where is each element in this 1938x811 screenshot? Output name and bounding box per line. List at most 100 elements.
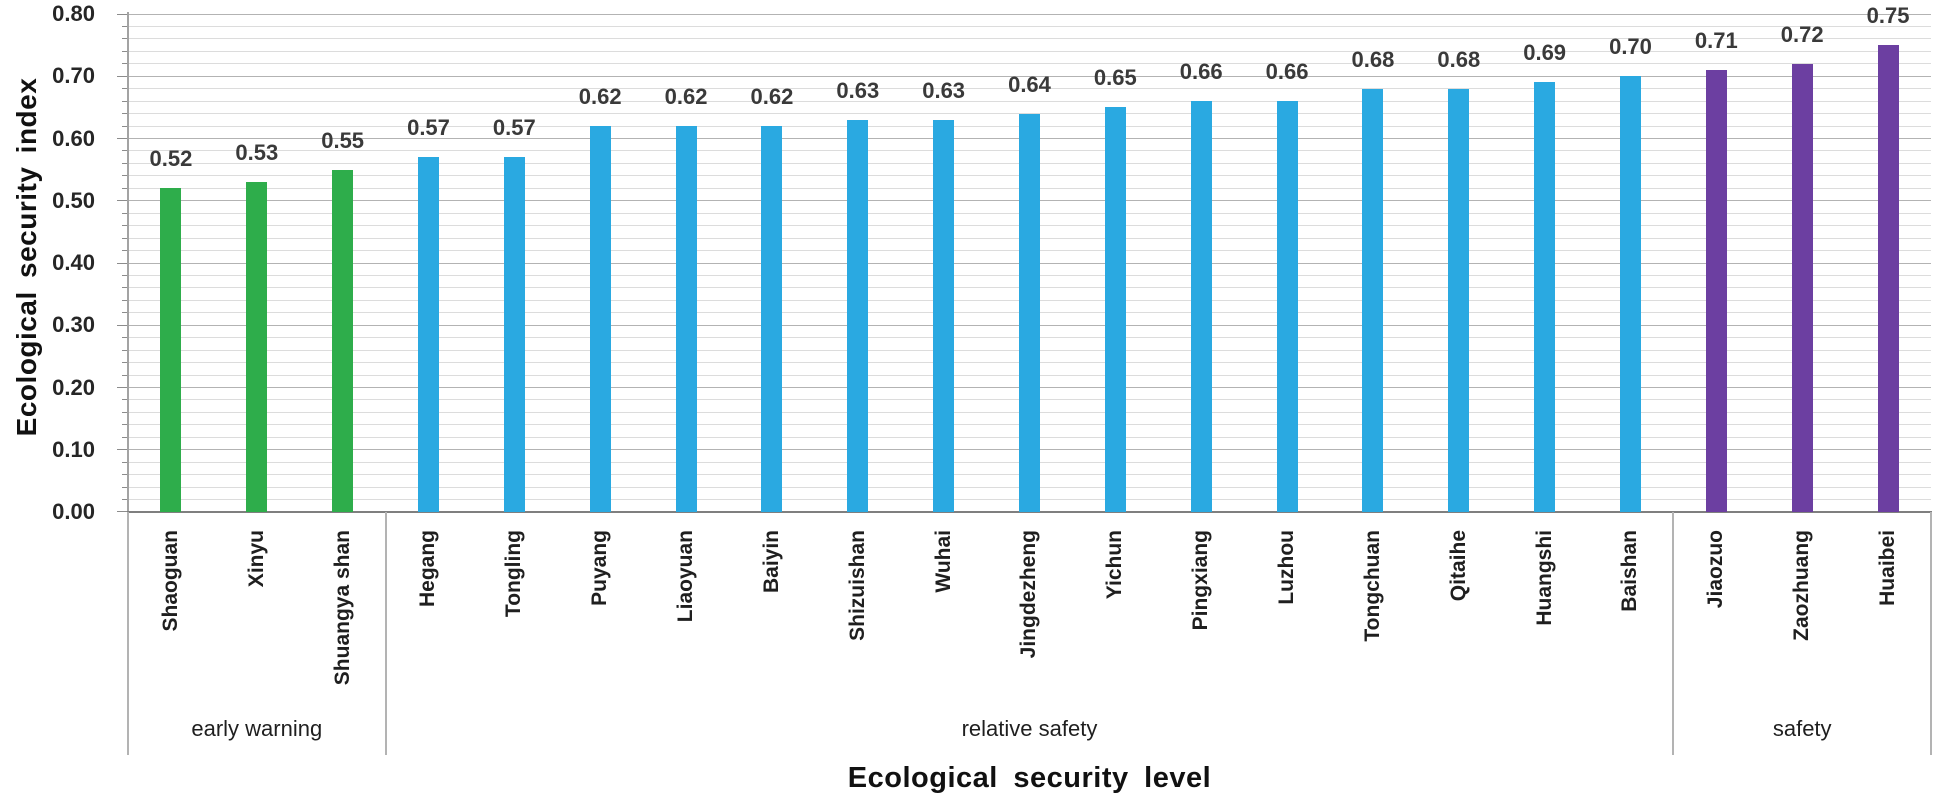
- city-label-slot: Puyang: [557, 530, 643, 710]
- bar-shaoguan: [160, 188, 182, 512]
- minor-tick: [122, 362, 127, 364]
- minor-tick: [122, 399, 127, 401]
- group-label: safety: [1772, 716, 1832, 741]
- bar-wuhai: [933, 119, 955, 512]
- city-label-slot: Yichun: [1072, 530, 1158, 710]
- minor-tick: [122, 499, 127, 501]
- city-label-slot: Huaibei: [1845, 530, 1931, 710]
- bar-value-label: 0.71: [1694, 28, 1738, 54]
- major-tick: [117, 138, 127, 139]
- bar-jingdezheng: [1019, 113, 1040, 512]
- bar-luzhou: [1276, 101, 1298, 512]
- bar-value-label: 0.55: [321, 127, 365, 153]
- bar-baishan: [1620, 76, 1641, 512]
- major-gridline: [128, 13, 1931, 15]
- bar-value-label: 0.57: [407, 115, 450, 141]
- minor-tick: [122, 486, 127, 488]
- minor-tick: [122, 461, 127, 463]
- city-label-slot: Shuangya shan: [300, 530, 386, 710]
- bar-pingxiang: [1190, 101, 1212, 512]
- bar-value-label: 0.66: [1265, 59, 1309, 85]
- minor-tick: [122, 337, 127, 339]
- bar-baiyin: [761, 126, 783, 512]
- minor-tick: [122, 187, 127, 189]
- city-label: Zaozhuang: [1790, 530, 1814, 641]
- major-tick: [117, 387, 127, 388]
- city-label-slot: Shaoguan: [128, 530, 214, 710]
- minor-tick: [122, 212, 127, 214]
- minor-tick: [122, 237, 127, 239]
- minor-tick: [122, 250, 127, 252]
- minor-tick: [122, 38, 127, 40]
- bar-tongchuan: [1362, 88, 1384, 512]
- city-label: Baiyin: [759, 530, 783, 594]
- group-divider: [384, 512, 387, 755]
- city-label-slot: Liaoyuan: [643, 530, 729, 710]
- minor-tick: [122, 100, 127, 102]
- city-label: Shizuishan: [845, 530, 869, 641]
- city-label-slot: Hegang: [386, 530, 472, 710]
- minor-gridline: [128, 38, 1931, 40]
- city-label: Pingxiang: [1189, 530, 1213, 631]
- bar-zaozhuang: [1791, 63, 1813, 512]
- group-divider: [1672, 512, 1675, 755]
- minor-tick: [122, 349, 127, 351]
- minor-gridline: [128, 100, 1931, 102]
- group-divider: [127, 512, 129, 755]
- major-gridline: [128, 75, 1931, 77]
- y-tick-label: 0.20: [52, 374, 95, 400]
- bar-value-label: 0.66: [1179, 59, 1223, 85]
- major-tick: [117, 262, 127, 264]
- bar-value-label: 0.75: [1866, 3, 1910, 29]
- bar-huaibei: [1877, 45, 1899, 512]
- y-tick-label: 0.00: [52, 499, 95, 524]
- minor-tick: [122, 150, 127, 152]
- bar-value-label: 0.69: [1523, 40, 1567, 66]
- minor-tick: [122, 411, 127, 413]
- y-tick-label: 0.40: [52, 250, 95, 275]
- minor-tick: [122, 274, 127, 276]
- minor-gridline: [128, 25, 1931, 27]
- city-label-slot: Luzhou: [1244, 530, 1330, 710]
- major-tick: [117, 324, 127, 326]
- bar-value-label: 0.64: [1008, 71, 1051, 97]
- bar-jiaozuo: [1705, 70, 1727, 512]
- city-label-slot: Jiaozuo: [1673, 530, 1759, 710]
- minor-tick: [122, 436, 127, 438]
- minor-tick: [122, 25, 127, 27]
- city-label-slot: Qitaihe: [1416, 530, 1502, 710]
- bar-value-label: 0.68: [1351, 46, 1395, 72]
- city-label: Wuhai: [931, 530, 955, 593]
- bar-liaoyuan: [675, 126, 697, 512]
- city-label-slot: Baiyin: [729, 530, 815, 710]
- bar-puyang: [589, 126, 611, 512]
- city-label: Tongling: [502, 530, 526, 618]
- minor-gridline: [128, 50, 1931, 52]
- city-label-slot: Jingdezheng: [987, 530, 1073, 710]
- bar-xinyu: [246, 182, 268, 512]
- city-label-slot: Zaozhuang: [1759, 530, 1845, 710]
- minor-tick: [122, 162, 127, 164]
- bar-yichun: [1104, 107, 1126, 512]
- major-tick: [117, 75, 127, 77]
- minor-tick: [122, 312, 127, 314]
- minor-tick: [122, 474, 127, 476]
- y-tick-label: 0.70: [52, 63, 95, 89]
- bar-value-label: 0.62: [578, 84, 622, 110]
- y-tick-label: 0.80: [52, 1, 95, 26]
- city-label-slot: Tongling: [471, 530, 557, 710]
- group-divider: [1930, 512, 1932, 755]
- y-tick-label: 0.10: [52, 436, 95, 462]
- bar-value-label: 0.68: [1437, 46, 1481, 72]
- bar-value-label: 0.57: [492, 115, 536, 141]
- minor-tick: [122, 63, 127, 65]
- city-label-slot: Baishan: [1588, 530, 1674, 710]
- city-label: Shuangya shan: [330, 530, 354, 686]
- city-label-slot: Huangshi: [1502, 530, 1588, 710]
- bar-huangshi: [1534, 82, 1556, 512]
- y-tick-label: 0.50: [52, 187, 95, 213]
- x-axis-line: [127, 511, 1932, 513]
- city-label: Puyang: [588, 530, 612, 606]
- minor-tick: [122, 424, 127, 426]
